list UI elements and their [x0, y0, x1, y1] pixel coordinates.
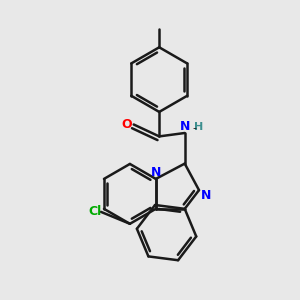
Text: N: N [201, 189, 212, 202]
Text: Cl: Cl [88, 206, 101, 218]
Text: O: O [121, 118, 131, 131]
Text: -: - [193, 123, 197, 133]
Text: N: N [151, 166, 161, 179]
Text: N: N [179, 120, 190, 134]
Text: H: H [194, 122, 204, 132]
